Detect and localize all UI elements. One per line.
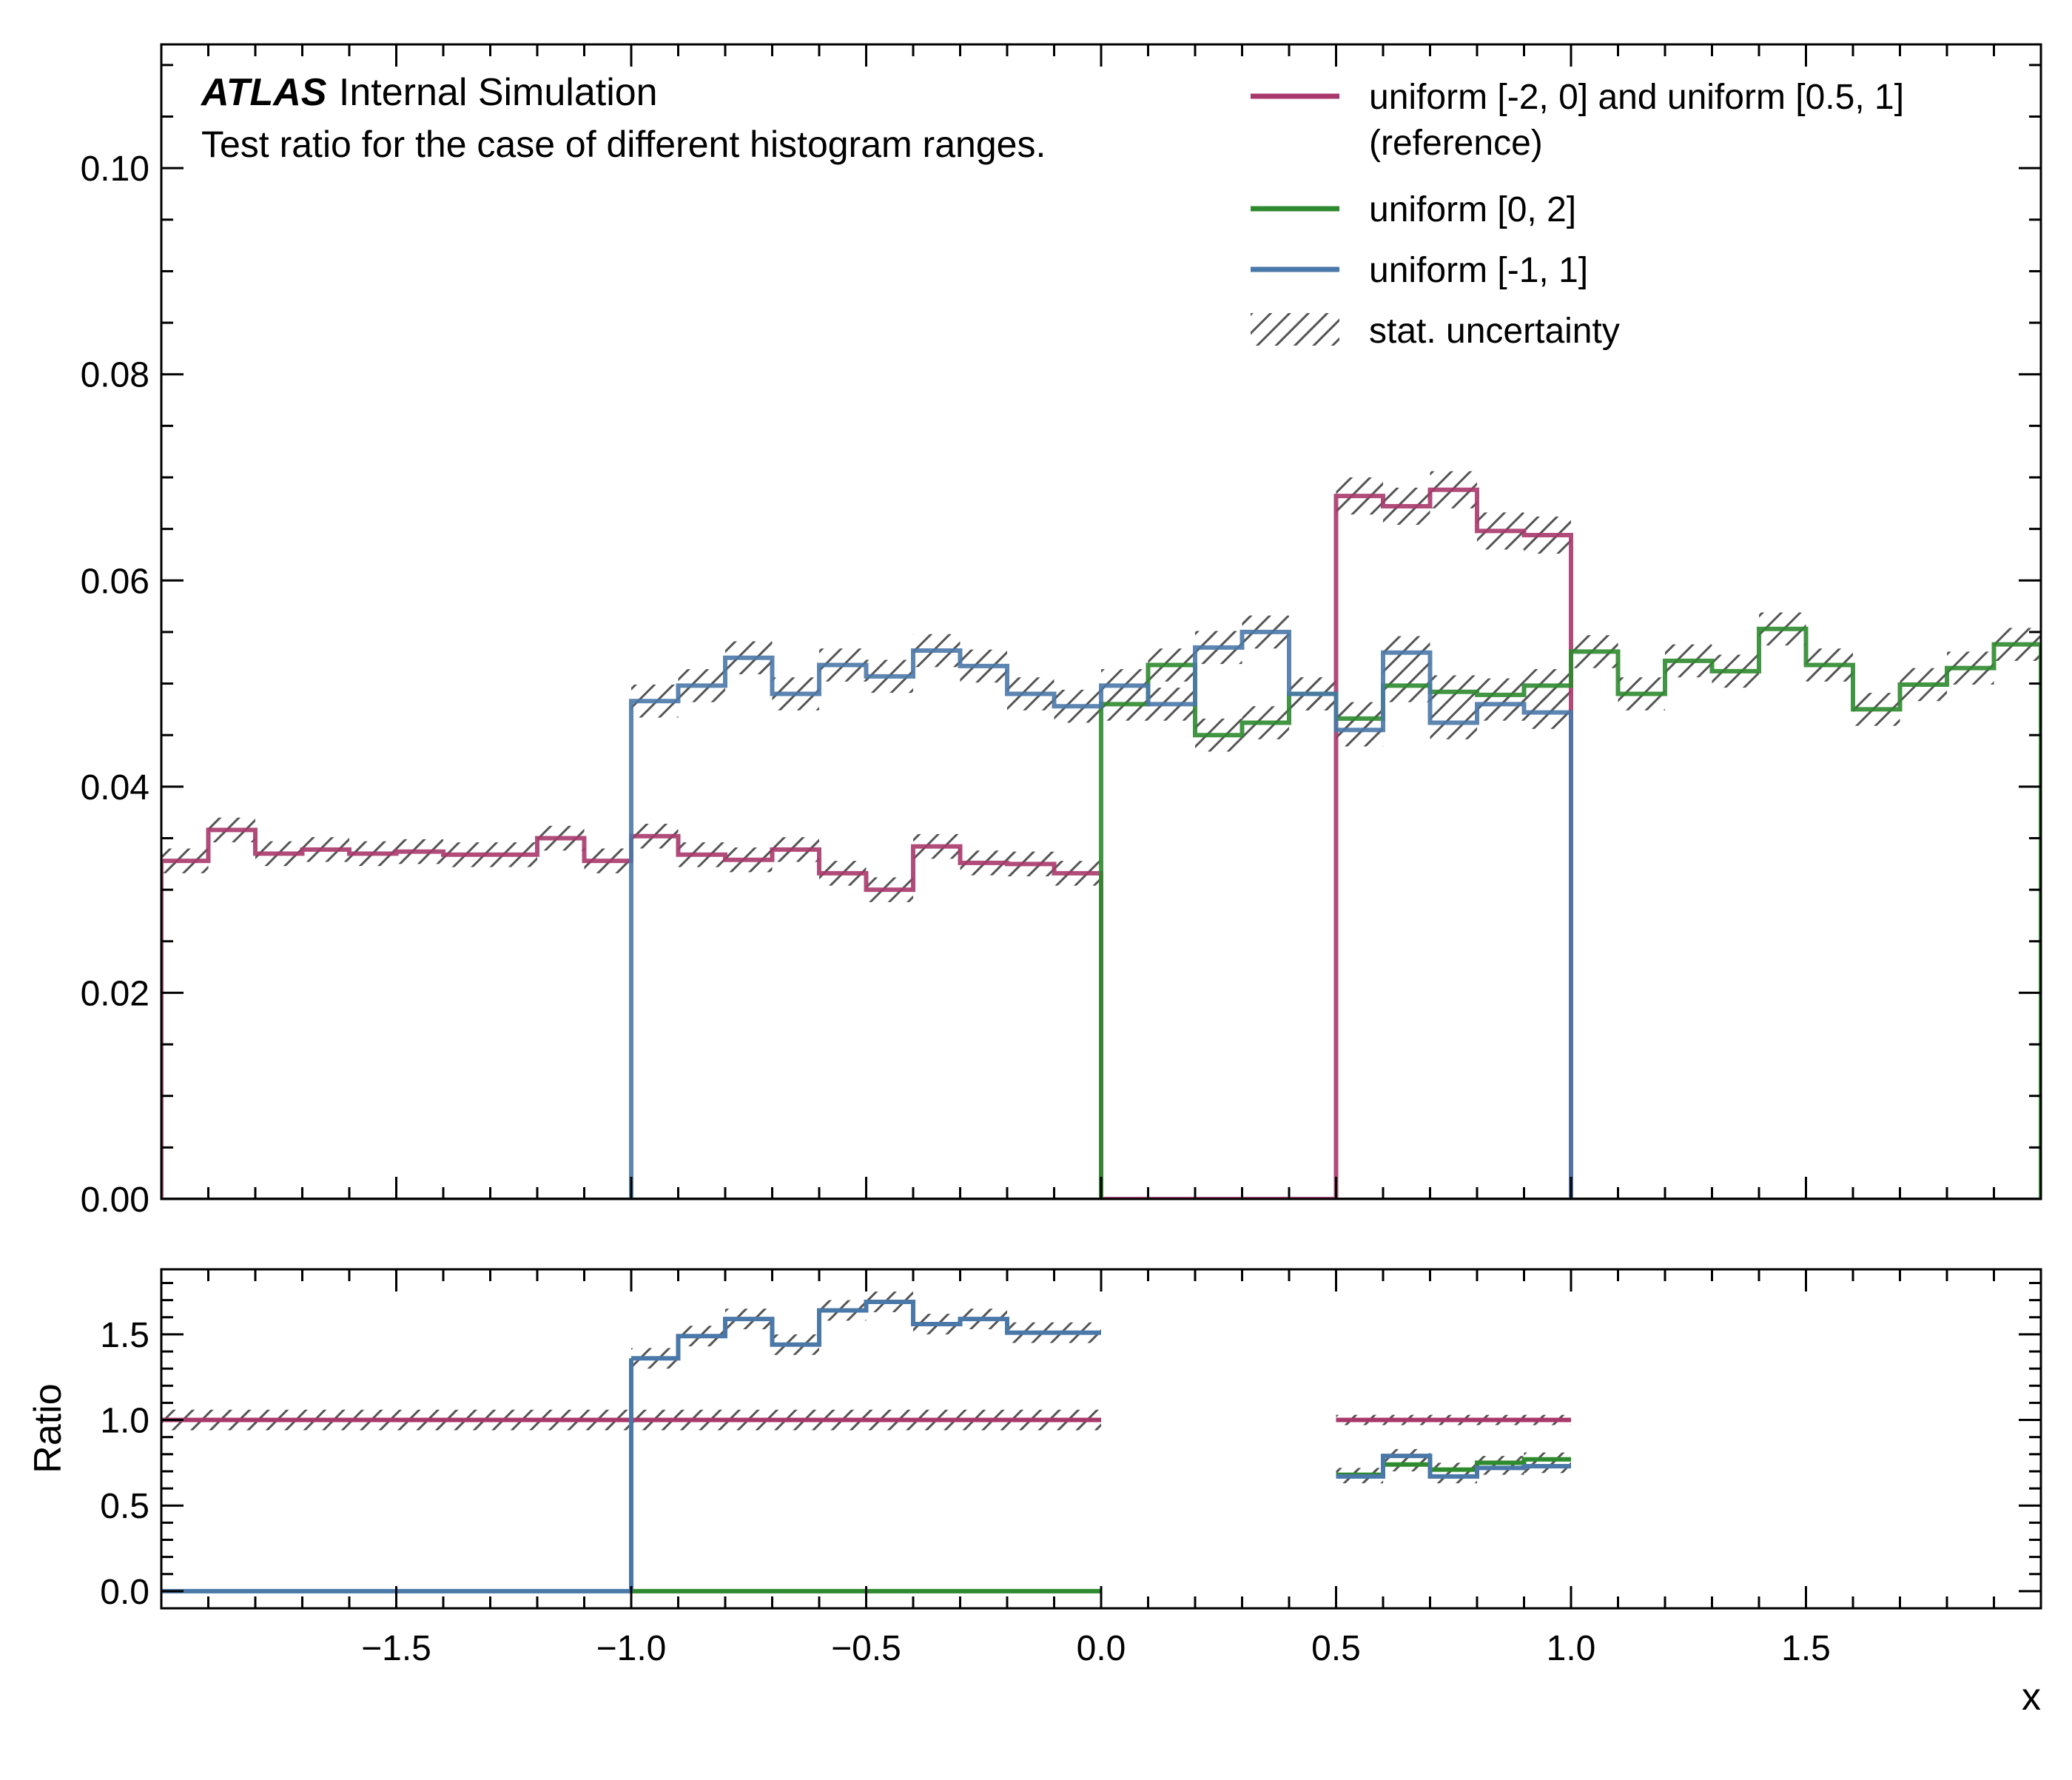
legend-label: uniform [-2, 0] and uniform [0.5, 1] xyxy=(1369,78,1904,117)
main-ytick-label: 0.10 xyxy=(81,150,149,189)
ratio-xtick-label: −1.5 xyxy=(361,1629,431,1668)
ratio-y-axis-label: Ratio xyxy=(27,1383,70,1473)
ratio-series-uniform_m1_1-segment-2 xyxy=(1336,1454,1571,1479)
ratio-xtick-label: 0.5 xyxy=(1311,1629,1361,1668)
legend-label: stat. uncertainty xyxy=(1369,312,1620,351)
legend-label: (reference) xyxy=(1369,124,1543,163)
main-ytick-label: 0.02 xyxy=(81,974,149,1013)
ratio-ytick-label: 1.5 xyxy=(100,1316,149,1355)
main-histogram-lines xyxy=(161,487,2041,1199)
main-series-uniform_m1_1 xyxy=(629,629,1573,1199)
atlas-label: ATLAS Internal Simulation xyxy=(200,71,658,114)
legend-item-0: uniform [-2, 0] and uniform [0.5, 1] (ref… xyxy=(1251,78,1904,163)
legend-item-2: uniform [-1, 1] xyxy=(1251,251,1588,290)
atlas-logo-text: ATLAS xyxy=(200,71,327,114)
legend-label: uniform [-1, 1] xyxy=(1369,251,1588,290)
legend-item-1: uniform [0, 2] xyxy=(1251,190,1576,229)
ratio-xtick-label: 1.0 xyxy=(1547,1629,1596,1668)
main-series-reference xyxy=(161,487,1573,1199)
atlas-sublabel: Internal Simulation xyxy=(339,71,658,114)
main-ytick-label: 0.00 xyxy=(81,1180,149,1220)
ratio-axis-ticks: 0.0 0.5 1.0 1.5 −1.5 −1.0 −0.5 0.0 0.5 1.0 1.5 xyxy=(100,1269,2041,1668)
ratio-histogram-lines xyxy=(161,1299,1571,1593)
ratio-xtick-label: 1.5 xyxy=(1781,1629,1831,1668)
plot-annotation: Test ratio for the case of different his… xyxy=(201,124,1046,165)
main-axis-ticks: 0.00 0.02 0.04 0.06 0.08 0.10 xyxy=(81,44,2041,1220)
ratio-series-uniform_m1_1-segment-1 xyxy=(631,1299,1101,1361)
main-ytick-label: 0.04 xyxy=(81,768,149,807)
ratio-ytick-label: 0.0 xyxy=(100,1573,149,1612)
main-series-uniform_0_2 xyxy=(1099,626,2041,1199)
legend-hatch-swatch xyxy=(1251,313,1339,346)
legend: uniform [-2, 0] and uniform [0.5, 1] (ref… xyxy=(1251,78,1904,351)
legend-label: uniform [0, 2] xyxy=(1369,190,1576,229)
main-ytick-label: 0.06 xyxy=(81,562,149,601)
main-ytick-label: 0.08 xyxy=(81,356,149,395)
ratio-uncertainty-bands xyxy=(161,1292,1571,1484)
ratio-xtick-label: 0.0 xyxy=(1077,1629,1126,1668)
ratio-xtick-label: −0.5 xyxy=(831,1629,901,1668)
ratio-ytick-label: 1.0 xyxy=(100,1402,149,1441)
ratio-ytick-label: 0.5 xyxy=(100,1487,149,1526)
ratio-xtick-label: −1.0 xyxy=(596,1629,667,1668)
ratio-panel-frame xyxy=(160,1268,2042,1610)
legend-item-3: stat. uncertainty xyxy=(1251,312,1620,351)
x-axis-label: x xyxy=(2022,1676,2041,1719)
